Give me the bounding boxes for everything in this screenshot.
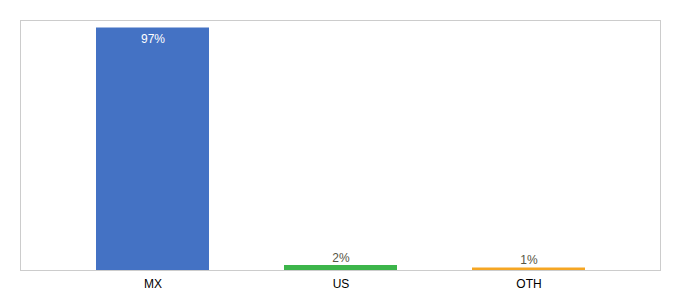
svg-text:1%: 1% [520, 253, 538, 267]
svg-text:97%: 97% [141, 32, 165, 46]
svg-text:MX: MX [144, 277, 162, 291]
svg-text:OTH: OTH [516, 277, 541, 291]
svg-text:US: US [333, 277, 350, 291]
svg-text:2%: 2% [332, 251, 350, 265]
